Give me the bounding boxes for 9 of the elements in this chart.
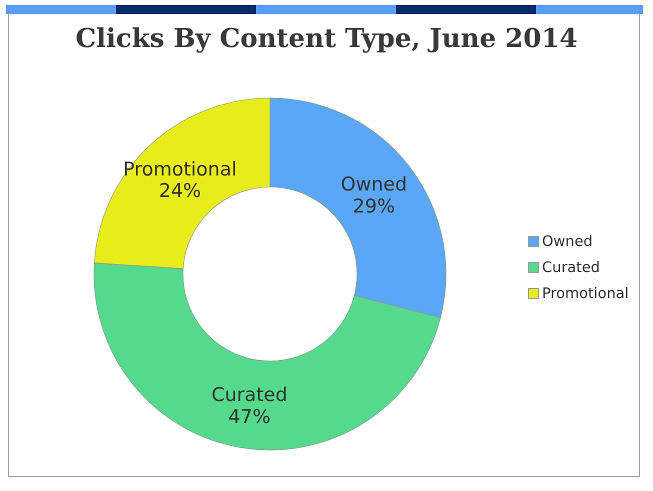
data-label: 24% <box>158 180 202 202</box>
legend-label: Owned <box>542 234 593 250</box>
slice-label: Owned <box>340 174 408 196</box>
legend-label: Curated <box>542 260 600 276</box>
data-label: 29% <box>352 195 396 218</box>
chart-title: Clicks By Content Type, June 2014 <box>74 24 579 54</box>
data-label: 47% <box>228 406 271 428</box>
legend-label: Promotional <box>542 286 629 302</box>
slice-label: Curated <box>211 384 288 406</box>
